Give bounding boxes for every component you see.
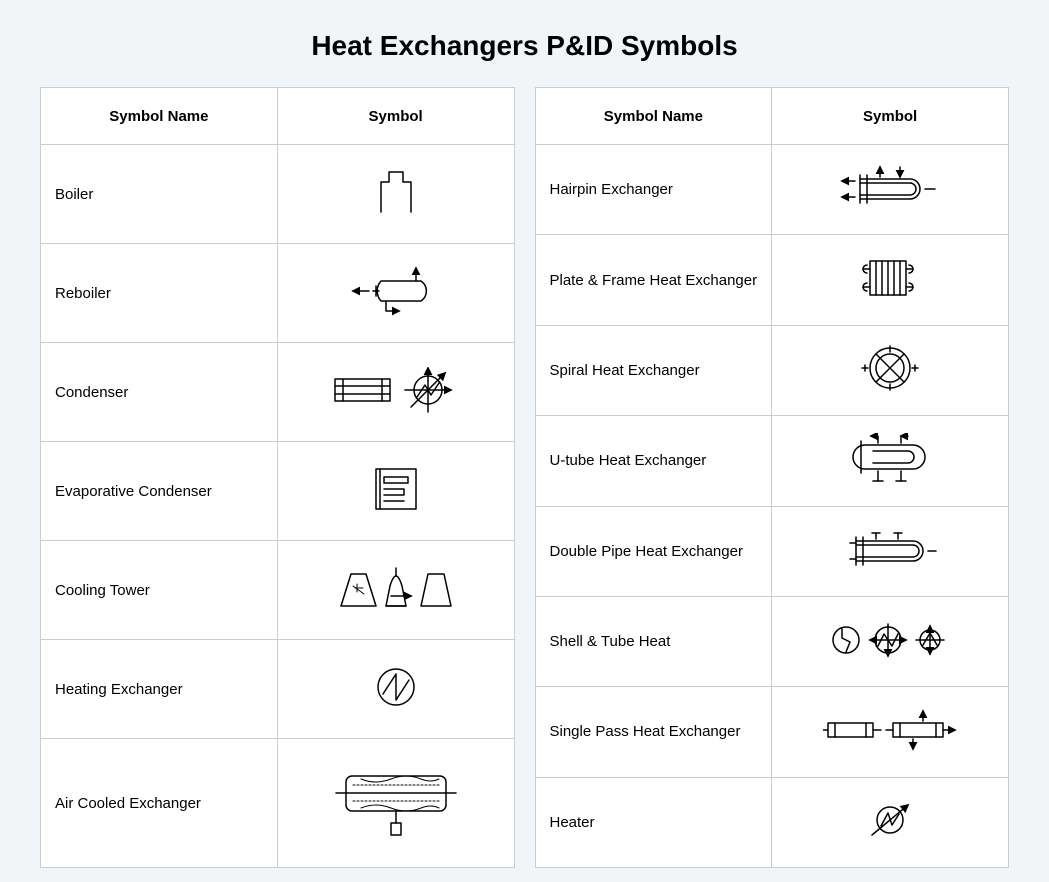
table-row: U-tube Heat Exchanger [535,416,1009,506]
spiral-cell [772,325,1009,415]
table-row: Evaporative Condenser [41,442,515,541]
shell-tube-cell [772,596,1009,686]
col-header-symbol: Symbol [277,88,514,145]
shell-tube-icon [828,618,953,662]
heater-cell [772,777,1009,867]
table-row: Plate & Frame Heat Exchanger [535,235,1009,325]
cooling-tower-cell [277,541,514,640]
table-row: Heating Exchanger [41,640,515,739]
u-tube-cell [772,416,1009,506]
u-tube-icon [843,433,938,485]
symbol-name: Shell & Tube Heat [535,596,772,686]
symbol-name: Heater [535,777,772,867]
symbol-name: Heating Exchanger [41,640,278,739]
table-row: Spiral Heat Exchanger [535,325,1009,415]
col-header-name: Symbol Name [535,88,772,145]
table-row: Air Cooled Exchanger [41,739,515,868]
air-cooled-cell [277,739,514,868]
spiral-icon [845,343,935,393]
table-row: Boiler [41,145,515,244]
table-row: Condenser [41,343,515,442]
symbol-name: Plate & Frame Heat Exchanger [535,235,772,325]
col-header-name: Symbol Name [41,88,278,145]
heating-exchanger-cell [277,640,514,739]
heater-icon [850,795,930,845]
col-header-symbol: Symbol [772,88,1009,145]
symbol-name: Spiral Heat Exchanger [535,325,772,415]
cooling-tower-icon [336,566,456,611]
table-row: Cooling Tower [41,541,515,640]
tables-container: Symbol Name Symbol BoilerReboilerCondens… [40,87,1009,868]
reboiler-cell [277,244,514,343]
heating-exchanger-icon [356,662,436,712]
right-table: Symbol Name Symbol Hairpin ExchangerPlat… [535,87,1010,868]
page-title: Heat Exchangers P&ID Symbols [40,30,1009,62]
table-row: Double Pipe Heat Exchanger [535,506,1009,596]
table-row: Reboiler [41,244,515,343]
reboiler-icon [351,266,441,316]
condenser-icon [333,367,458,413]
symbol-name: Air Cooled Exchanger [41,739,278,868]
table-row: Shell & Tube Heat [535,596,1009,686]
table-row: Hairpin Exchanger [535,145,1009,235]
symbol-name: U-tube Heat Exchanger [535,416,772,506]
left-table: Symbol Name Symbol BoilerReboilerCondens… [40,87,515,868]
symbol-name: Condenser [41,343,278,442]
symbol-name: Reboiler [41,244,278,343]
hairpin-icon [840,165,940,210]
double-pipe-cell [772,506,1009,596]
hairpin-cell [772,145,1009,235]
single-pass-icon [823,709,958,751]
plate-frame-cell [772,235,1009,325]
plate-frame-icon [845,253,935,303]
table-row: Heater [535,777,1009,867]
symbol-name: Single Pass Heat Exchanger [535,687,772,777]
boiler-cell [277,145,514,244]
double-pipe-icon [838,529,943,569]
symbol-name: Evaporative Condenser [41,442,278,541]
table-row: Single Pass Heat Exchanger [535,687,1009,777]
condenser-cell [277,343,514,442]
air-cooled-icon [331,761,461,841]
boiler-icon [351,167,441,217]
evap-condenser-cell [277,442,514,541]
symbol-name: Cooling Tower [41,541,278,640]
symbol-name: Hairpin Exchanger [535,145,772,235]
single-pass-cell [772,687,1009,777]
evap-condenser-icon [356,464,436,514]
symbol-name: Boiler [41,145,278,244]
symbol-name: Double Pipe Heat Exchanger [535,506,772,596]
